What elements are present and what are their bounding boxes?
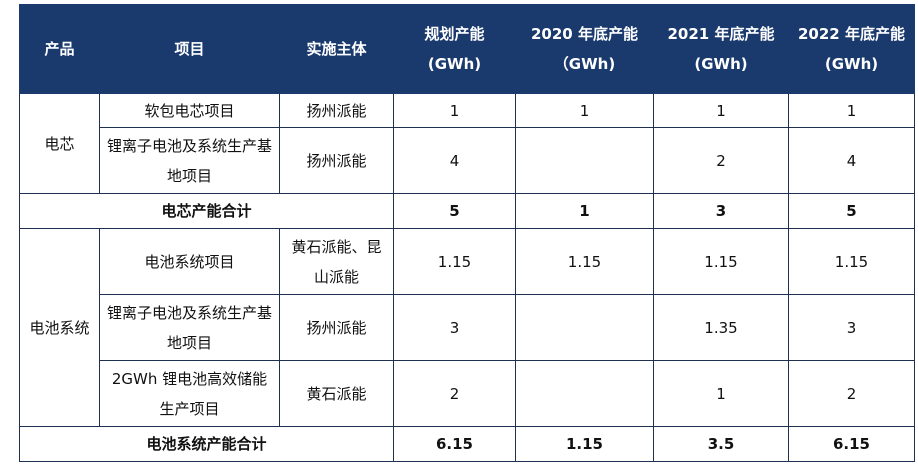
planned-capacity-cell: 1.15: [393, 228, 516, 295]
subtotal-planned: 5: [393, 193, 516, 229]
subtotal-label: 电池系统产能合计: [19, 426, 394, 462]
entity-cell: 扬州派能: [279, 93, 394, 128]
product-cell: 电芯: [19, 93, 100, 194]
subtotal-label: 电芯产能合计: [19, 193, 394, 229]
header-project: 项目: [99, 4, 280, 94]
header-2020-capacity: 2020 年底产能（GWh): [515, 4, 654, 94]
project-cell: 锂离子电池及系统生产基地项目: [99, 127, 280, 194]
capacity-2021-cell: 2: [653, 127, 789, 194]
header-entity: 实施主体: [279, 4, 394, 94]
header-2022-capacity: 2022 年底产能(GWh): [788, 4, 915, 94]
capacity-2022-cell: 3: [788, 294, 915, 361]
header-row: 产品 项目 实施主体 规划产能(GWh) 2020 年底产能（GWh) 2021…: [19, 4, 915, 94]
capacity-2022-cell: 1: [788, 93, 915, 128]
project-cell: 软包电芯项目: [99, 93, 280, 128]
header-product: 产品: [19, 4, 100, 94]
header-planned-capacity: 规划产能(GWh): [393, 4, 516, 94]
entity-cell: 扬州派能: [279, 127, 394, 194]
table-row: 电芯 软包电芯项目 扬州派能 1 1 1 1: [19, 93, 915, 194]
project-cell: 2GWh 锂电池高效储能生产项目: [99, 360, 280, 427]
subtotal-2022: 6.15: [788, 426, 915, 462]
table-row: 锂离子电池及系统生产基地项目 扬州派能 3 1.35 3: [20, 294, 915, 361]
header-2021-capacity: 2021 年底产能(GWh): [653, 4, 789, 94]
capacity-2022-cell: 4: [788, 127, 915, 194]
capacity-2020-cell: [515, 127, 654, 194]
subtotal-2022: 5: [788, 193, 915, 229]
table-row: 锂离子电池及系统生产基地项目 扬州派能 4 2 4: [20, 127, 915, 194]
table-row: 2GWh 锂电池高效储能生产项目 黄石派能 2 1 2: [20, 360, 915, 427]
entity-cell: 黄石派能: [279, 360, 394, 427]
capacity-table-container: 产品 项目 实施主体 规划产能(GWh) 2020 年底产能（GWh) 2021…: [19, 4, 915, 468]
capacity-2020-cell: [515, 294, 654, 361]
capacity-2021-cell: 1: [653, 93, 789, 128]
entity-cell: 黄石派能、昆山派能: [279, 228, 394, 295]
project-cell: 锂离子电池及系统生产基地项目: [99, 294, 280, 361]
subtotal-2020: 1: [515, 193, 654, 229]
capacity-2020-cell: 1.15: [515, 228, 654, 295]
entity-cell: 扬州派能: [279, 294, 394, 361]
planned-capacity-cell: 4: [393, 127, 516, 194]
capacity-2020-cell: [515, 360, 654, 427]
capacity-table: 产品 项目 实施主体 规划产能(GWh) 2020 年底产能（GWh) 2021…: [19, 4, 915, 462]
planned-capacity-cell: 2: [393, 360, 516, 427]
subtotal-row: 电池系统产能合计 6.15 1.15 3.5 6.15: [19, 426, 915, 462]
subtotal-2021: 3: [653, 193, 789, 229]
capacity-2022-cell: 2: [788, 360, 915, 427]
subtotal-row: 电芯产能合计 5 1 3 5: [19, 193, 915, 229]
subtotal-2020: 1.15: [515, 426, 654, 462]
table-row: 电池系统 电池系统项目 黄石派能、昆山派能 1.15 1.15 1.15 1.1…: [19, 228, 915, 427]
planned-capacity-cell: 3: [393, 294, 516, 361]
capacity-2021-cell: 1.35: [653, 294, 789, 361]
project-cell: 电池系统项目: [99, 228, 280, 295]
capacity-2022-cell: 1.15: [788, 228, 915, 295]
subtotal-planned: 6.15: [393, 426, 516, 462]
capacity-2020-cell: 1: [515, 93, 654, 128]
product-cell: 电池系统: [19, 228, 100, 427]
capacity-2021-cell: 1: [653, 360, 789, 427]
capacity-2021-cell: 1.15: [653, 228, 789, 295]
subtotal-2021: 3.5: [653, 426, 789, 462]
planned-capacity-cell: 1: [393, 93, 516, 128]
